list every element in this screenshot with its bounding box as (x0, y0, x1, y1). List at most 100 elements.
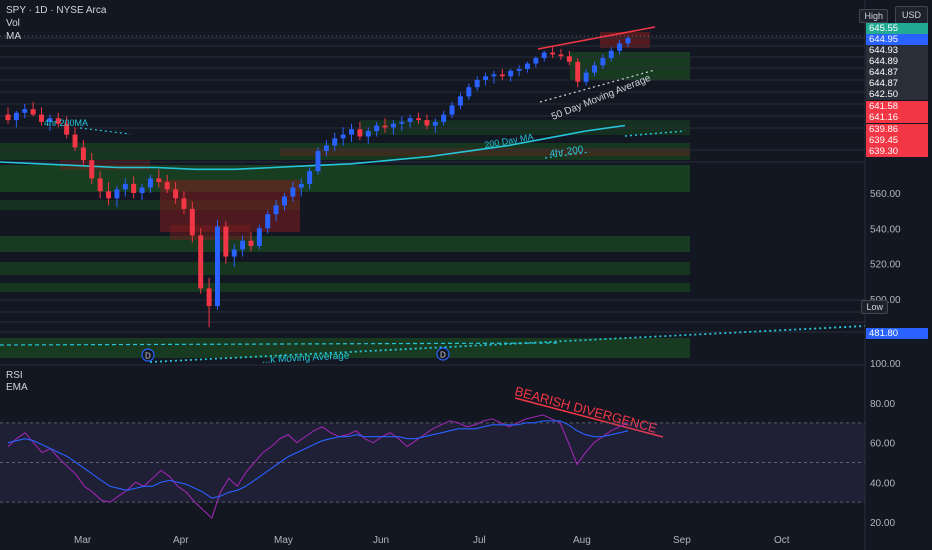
candle-body (131, 183, 137, 193)
low-marker-label: Low (861, 300, 888, 314)
candle-body (449, 105, 455, 115)
price-tag: 644.87 (866, 67, 928, 78)
x-tick-label: Aug (573, 535, 591, 546)
vol-indicator-label[interactable]: Vol (6, 18, 20, 29)
rsi-ema-line (7, 420, 629, 499)
x-tick-label: Sep (673, 535, 691, 546)
price-zone (170, 225, 250, 240)
price-zone (60, 160, 150, 170)
candle-body (357, 129, 363, 137)
price-tag: 644.95 (866, 34, 928, 45)
candle-body (516, 69, 522, 71)
price-tag: 639.45 (866, 135, 928, 146)
candle-body (80, 147, 86, 161)
moving-average-lines (0, 26, 886, 363)
dividend-marker-text: D (440, 351, 446, 360)
x-tick-label: Oct (774, 535, 790, 546)
candle-body (282, 196, 287, 206)
candle-body (39, 114, 44, 122)
price-zone (0, 165, 690, 192)
ma-indicator-label[interactable]: MA (6, 31, 21, 42)
candle-body (583, 72, 589, 82)
y-tick-label: 560.00 (870, 189, 901, 200)
candle-body (474, 79, 480, 88)
candle-body (625, 38, 631, 44)
currency-button[interactable]: USD (894, 6, 928, 24)
price-tag: 641.58 (866, 101, 928, 112)
price-zone (280, 148, 690, 156)
candle-body (617, 43, 623, 51)
candle-body (47, 118, 53, 122)
ma200-projection (624, 130, 686, 137)
candle-body (147, 178, 153, 188)
x-tick-label: Mar (74, 535, 92, 546)
price-tag: 644.89 (866, 56, 928, 67)
symbol-title[interactable]: SPY · 1D · NYSE Arca (6, 5, 107, 16)
rsi-line (7, 414, 629, 519)
candle-body (541, 52, 547, 59)
candle-body (290, 187, 296, 197)
candle-body (508, 70, 514, 77)
x-tick-label: May (274, 535, 293, 546)
price-zone (0, 236, 690, 252)
candle-body (248, 240, 254, 246)
candle-body (600, 58, 606, 66)
candle-body (382, 125, 388, 128)
candle-body (173, 189, 179, 199)
candle-body (457, 96, 463, 106)
price-zone (0, 143, 690, 160)
candle-body (432, 121, 438, 126)
y-tick-label: 540.00 (870, 224, 901, 235)
candle-body (181, 198, 187, 209)
dividend-marker (436, 347, 450, 361)
candle-body (575, 61, 581, 82)
candle-body (298, 183, 304, 188)
candle-body (558, 54, 564, 57)
candle-body (499, 74, 505, 77)
grid-lines (0, 35, 865, 333)
candle-body (122, 183, 128, 190)
y-tick-label: 520.00 (870, 260, 901, 271)
candle-body (214, 226, 220, 307)
price-zone (0, 338, 690, 358)
rsi-indicator-label[interactable]: RSI (6, 370, 23, 381)
candle-body (608, 50, 614, 59)
rsi-panel (0, 364, 932, 519)
price-zone (0, 283, 690, 292)
candle-body (22, 109, 28, 113)
rsi-tick-label: 80.00 (870, 399, 895, 410)
candle-body (223, 226, 229, 257)
candle-body (390, 123, 396, 128)
ema-indicator-label[interactable]: EMA (6, 382, 28, 393)
high-mode-button[interactable]: High (859, 9, 888, 23)
candle-body (566, 56, 572, 62)
candle-body (5, 114, 11, 121)
ma200-line (0, 124, 626, 171)
candle-body (307, 171, 313, 184)
candle-body (30, 109, 36, 115)
price-tag: 639.86 (866, 124, 928, 135)
candle-body (55, 118, 61, 124)
candle-body (365, 131, 371, 137)
candle-body (550, 52, 556, 55)
x-tick-label: Jul (473, 535, 486, 546)
candle-body (374, 125, 380, 131)
resistance-trendline (537, 26, 656, 50)
long-ma-line (0, 342, 561, 346)
price-tag: 641.16 (866, 112, 928, 123)
candle-body (189, 208, 195, 236)
price-tag: 642.50 (866, 89, 928, 100)
candle-body (114, 189, 120, 199)
candle-body (106, 191, 112, 199)
candle-body (97, 178, 103, 192)
candle-body (240, 240, 246, 250)
divergence-underline (514, 397, 664, 438)
candle-body (332, 138, 338, 146)
h4-200ma-line (79, 127, 131, 135)
h4-200-label: 4hr 200 (549, 144, 585, 160)
candle-body (156, 178, 162, 183)
long-ma-label: ...k Moving Average (262, 350, 351, 366)
candlesticks (5, 36, 631, 328)
candle-body (407, 118, 413, 122)
